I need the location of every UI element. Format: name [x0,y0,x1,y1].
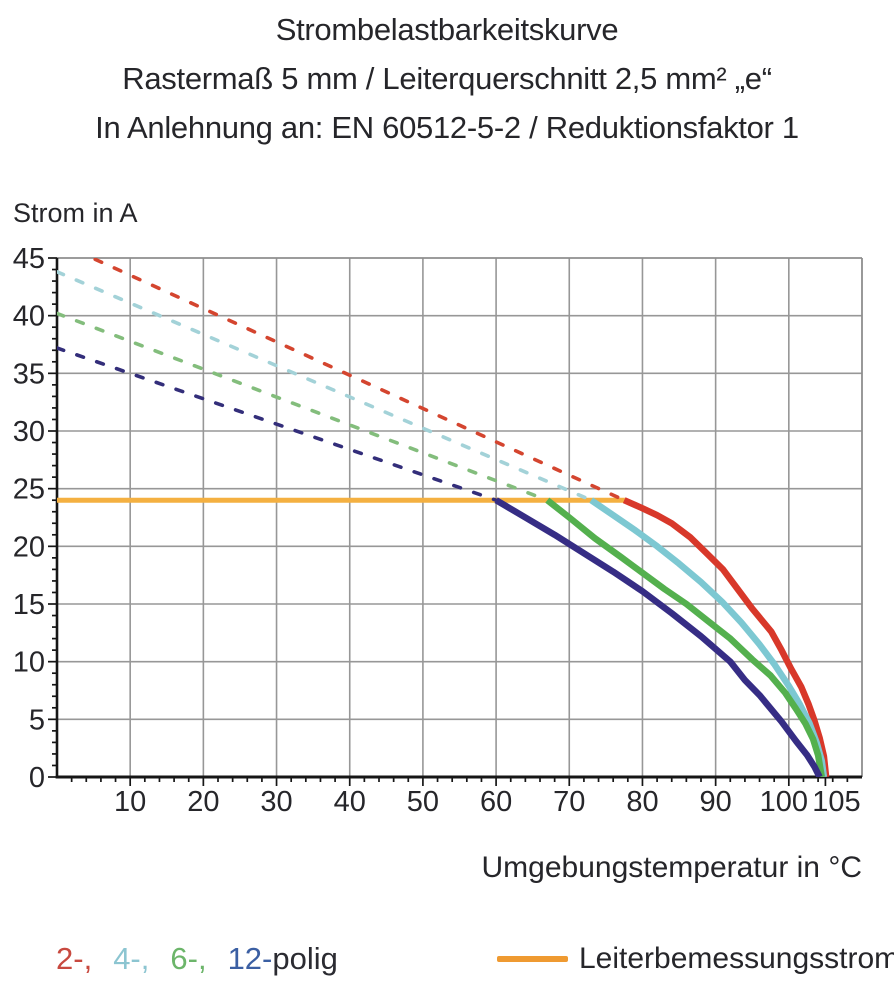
x-axis-title: Umgebungstemperatur in °C [481,851,862,884]
y-tick-label: 15 [13,589,45,621]
curve-6-polig-grenzlinie [57,311,550,502]
tick-labels: 10 20 30 40 50 60 70 80 90 100 105 0 5 10 15 20 25 30 35 40… [13,243,861,818]
legend-pole-12-polig: 12- polig [228,941,338,977]
y-axis-title: Strom in A [13,198,138,228]
legend-pole-12: 12- [227,941,273,976]
y-tick-label: 30 [13,416,45,448]
x-tick-label: 100 [760,786,808,818]
chart-title-line2: Rastermaß 5 mm / Leiterquerschnitt 2,5 m… [122,61,772,96]
chart-title-line3: In Anlehnung an: EN 60512-5-2 / Reduktio… [95,110,799,145]
x-tick-label: 70 [553,786,585,818]
series-curves [57,258,830,777]
x-tick-label: 60 [480,786,512,818]
x-tick-label: 105 [812,786,860,818]
y-tick-label: 5 [29,704,45,736]
y-tick-label: 10 [13,647,45,679]
curve-4-polig-grenzlinie [57,270,593,502]
legend-pole-6: 6-, [170,941,207,976]
curve-2-polig-grenzlinie [88,258,626,502]
legend-rated-current: Leiterbemessungsstrom [497,938,894,980]
curve-2-polig [622,497,830,777]
legend-pole-2: 2-, [56,941,93,976]
x-tick-label: 10 [114,786,146,818]
x-tick-label: 50 [407,786,439,818]
x-tick-label: 20 [187,786,219,818]
chart-title-line1: Strombelastbarkeitskurve [275,12,619,47]
axis-ticks [48,257,849,786]
legend-poles: 2-, 4-, 6-, 12- polig [56,941,338,977]
x-tick-label: 40 [334,786,366,818]
curve-12-polig-grenzlinie [57,346,498,502]
chart-title-block: Strombelastbarkeitskurve Rastermaß 5 mm … [0,5,894,152]
curve-6-polig [545,497,826,777]
rated-current-label: Leiterbemessungsstrom [579,942,894,975]
legend-pole-4: 4-, [113,941,150,976]
grid-lines [57,257,863,777]
x-tick-label: 80 [626,786,658,818]
x-tick-label: 90 [700,786,732,818]
y-tick-label: 0 [29,762,45,794]
legend-pole-suffix: polig [272,941,338,976]
y-tick-label: 25 [13,474,45,506]
curve-12-polig [494,497,823,777]
y-tick-label: 20 [13,531,45,563]
x-tick-label: 30 [260,786,292,818]
y-tick-label: 45 [13,243,45,275]
y-tick-label: 40 [13,301,45,333]
y-tick-label: 35 [13,358,45,390]
rated-current-line-swatch [497,956,568,962]
